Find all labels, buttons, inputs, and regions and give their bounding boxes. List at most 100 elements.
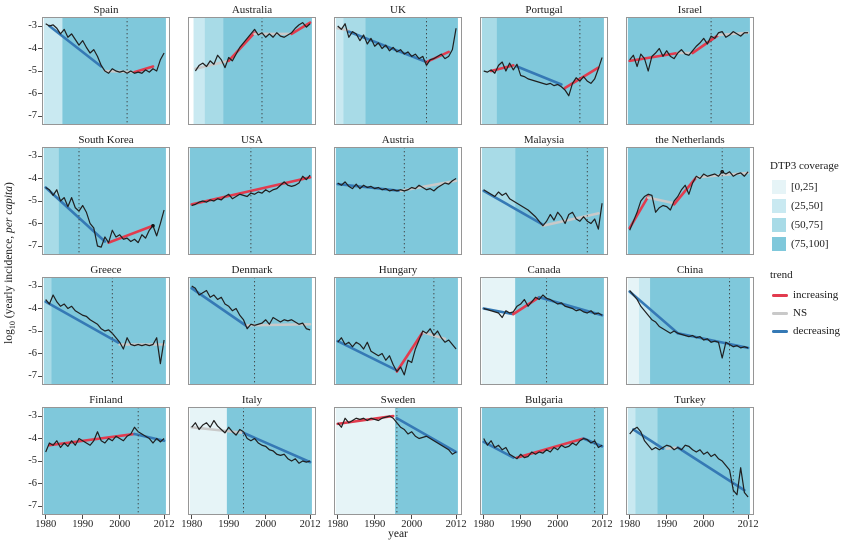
x-tick-mark bbox=[483, 515, 485, 519]
facet-canada: Canada bbox=[480, 264, 608, 385]
y-axis-title-italic: per capita bbox=[2, 186, 15, 233]
x-tick-mark bbox=[520, 515, 522, 519]
panel-border bbox=[42, 277, 170, 385]
x-tick-label: 1980 bbox=[35, 519, 57, 530]
coverage-band bbox=[638, 277, 651, 385]
facet-title: Bulgaria bbox=[525, 394, 563, 406]
y-tick-mark bbox=[38, 48, 42, 49]
facet-title: Sweden bbox=[380, 394, 416, 406]
facet-title: Canada bbox=[527, 264, 561, 276]
facet-panel: 1980 1990 2000 2012 bbox=[181, 407, 321, 530]
facet-panel bbox=[626, 147, 754, 255]
coverage-swatch-0-25 bbox=[772, 179, 786, 194]
facet-title: Austria bbox=[381, 134, 415, 146]
incidence-line bbox=[337, 415, 457, 455]
incidence-line bbox=[629, 290, 749, 359]
y-tick-mark bbox=[38, 308, 42, 309]
coverage-band bbox=[481, 407, 604, 515]
facet-plot bbox=[334, 407, 462, 515]
x-tick-label: 2000 bbox=[401, 519, 423, 530]
facet-austria: Austria bbox=[334, 134, 462, 255]
y-tick-label: -4 bbox=[28, 432, 37, 444]
facet-title: Malaysia bbox=[523, 134, 565, 146]
coverage-band bbox=[481, 277, 516, 385]
y-tick-mark bbox=[38, 375, 42, 377]
coverage-band bbox=[343, 17, 366, 125]
panel-border bbox=[334, 277, 462, 385]
coverage-band bbox=[58, 147, 166, 255]
y-tick-label: -3 bbox=[28, 280, 37, 291]
facet-title: Spain bbox=[93, 4, 119, 16]
x-tick-label: 2000 bbox=[693, 519, 715, 530]
coverage-swatch-75-100 bbox=[772, 236, 786, 251]
panel-border bbox=[626, 17, 754, 125]
x-tick-mark bbox=[557, 515, 559, 519]
y-tick-label: -6 bbox=[28, 217, 37, 229]
trend-segment-decreasing bbox=[48, 24, 103, 68]
facet-title: Portugal bbox=[525, 4, 563, 16]
coverage-band bbox=[650, 277, 750, 385]
coverage-band bbox=[627, 407, 636, 515]
y-tick-label: -7 bbox=[28, 110, 37, 121]
trend-swatch-increasing bbox=[772, 293, 788, 297]
y-tick-label: -5 bbox=[28, 325, 37, 336]
y-tick-mark bbox=[38, 438, 42, 439]
x-tick-label: 1990 bbox=[510, 519, 532, 530]
trend-segment-decreasing bbox=[336, 339, 399, 372]
incidence-line bbox=[194, 22, 311, 72]
trend-legend-item: increasing bbox=[770, 286, 864, 304]
trend-segment-ns bbox=[541, 212, 600, 228]
facet-plot bbox=[334, 277, 462, 385]
x-tick-mark bbox=[45, 515, 47, 519]
panel-border bbox=[188, 147, 316, 255]
facet-plot bbox=[480, 17, 608, 125]
x-tick-label: 2000 bbox=[255, 519, 277, 530]
trend-segment-increasing bbox=[133, 65, 155, 74]
facet-panel bbox=[626, 17, 754, 125]
facet-plot bbox=[626, 17, 754, 125]
y-tick-label: -6 bbox=[28, 347, 37, 359]
coverage-band bbox=[515, 147, 604, 255]
incidence-line bbox=[191, 174, 311, 207]
x-tick-mark bbox=[411, 515, 413, 519]
facet-italy: Italy 1980 1990 2000 2012 bbox=[181, 394, 321, 530]
incidence-line bbox=[483, 294, 603, 319]
x-tick-label: 2012 bbox=[299, 519, 321, 530]
y-tick-mark bbox=[38, 460, 42, 462]
coverage-band bbox=[189, 277, 312, 385]
facet-panel: 1980 1990 2000 2012 bbox=[327, 407, 467, 530]
x-tick-mark bbox=[119, 515, 121, 519]
facet-panel: -3 -4 -5 -6 -7 1980 1990 2000 2012 bbox=[28, 407, 175, 530]
facet-plot bbox=[188, 147, 316, 255]
trend-segment-decreasing bbox=[395, 416, 458, 454]
facet-panel bbox=[334, 277, 462, 385]
y-tick-label: -6 bbox=[28, 477, 37, 489]
trend-label: decreasing bbox=[793, 325, 841, 337]
incidence-line bbox=[629, 31, 749, 72]
coverage-band bbox=[43, 147, 59, 255]
x-tick-label: 1980 bbox=[327, 519, 349, 530]
facet-panel bbox=[334, 147, 462, 255]
facet-uk: UK bbox=[334, 4, 462, 125]
facet-title: Turkey bbox=[674, 394, 706, 406]
y-tick-label: -5 bbox=[28, 455, 37, 466]
facet-china: China bbox=[626, 264, 754, 385]
coverage-band bbox=[496, 17, 604, 125]
incidence-line bbox=[629, 171, 749, 231]
x-tick-label: 1980 bbox=[473, 519, 495, 530]
trend-segment-decreasing bbox=[482, 189, 545, 226]
panel-border bbox=[626, 147, 754, 255]
trend-segment-increasing bbox=[395, 330, 425, 373]
facet-panel bbox=[188, 277, 316, 385]
y-tick-label: -5 bbox=[28, 65, 37, 76]
facet-plot bbox=[480, 277, 608, 385]
y-tick-mark bbox=[38, 70, 42, 72]
facet-australia: Australia bbox=[188, 4, 316, 125]
coverage-legend-item: (50,75] bbox=[770, 215, 864, 234]
coverage-band bbox=[43, 277, 52, 385]
panel-border bbox=[480, 407, 608, 515]
facet-title: UK bbox=[390, 4, 406, 16]
coverage-band bbox=[627, 147, 750, 255]
y-tick-mark bbox=[38, 483, 42, 484]
y-axis-title-suffix: ) bbox=[2, 182, 15, 187]
